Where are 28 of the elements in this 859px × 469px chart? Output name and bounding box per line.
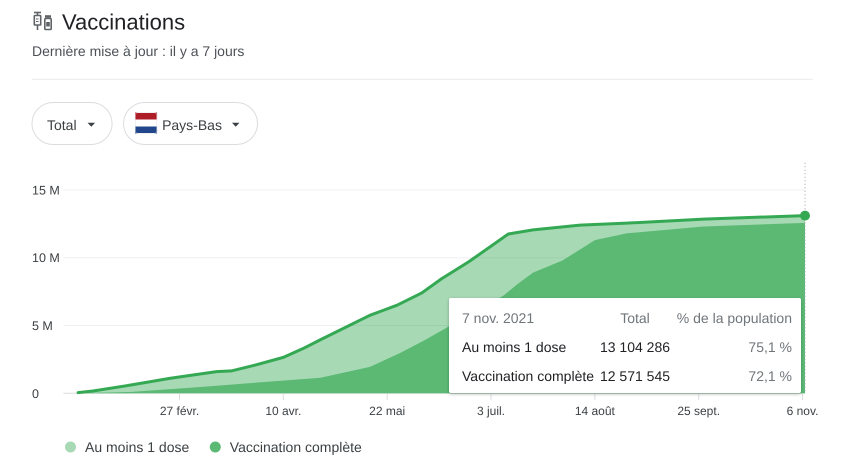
legend-label: Vaccination complète (230, 439, 362, 455)
y-tick-label: 10 M (32, 251, 60, 266)
x-tick-label: 22 mai (369, 404, 406, 418)
chart-title: Vaccinations (62, 10, 186, 34)
annotation: 75,1 % (748, 339, 792, 355)
annotation: 12 571 545 (600, 368, 670, 384)
text: Pays-Bas (162, 117, 222, 133)
x-tick-label: 3 juil. (477, 404, 506, 418)
dropdown-button[interactable] (123, 102, 258, 145)
chart-subtitle: Dernière mise à jour : il y a 7 jours (32, 43, 244, 59)
x-tick-label: 14 août (574, 404, 616, 418)
y-tick-label: 15 M (32, 183, 60, 198)
annotation: 72,1 % (748, 368, 792, 384)
text: Total (47, 117, 77, 133)
x-tick-label: 25 sept. (677, 404, 720, 418)
x-tick-label: 6 nov. (786, 404, 818, 418)
dropdown-button[interactable] (32, 102, 113, 145)
y-tick-label: 0 (32, 386, 39, 401)
annotation: Vaccination complète (462, 368, 594, 384)
annotation: Total (620, 310, 650, 326)
annotation: 13 104 286 (600, 339, 670, 355)
x-tick-label: 27 févr. (160, 404, 200, 418)
annotation: Au moins 1 dose (462, 339, 566, 355)
legend-label: Au moins 1 dose (85, 439, 190, 455)
annotation: 7 nov. 2021 (462, 310, 534, 326)
y-tick-label: 5 M (32, 319, 53, 334)
annotation: % de la population (676, 310, 792, 326)
x-tick-label: 10 avr. (265, 404, 302, 418)
